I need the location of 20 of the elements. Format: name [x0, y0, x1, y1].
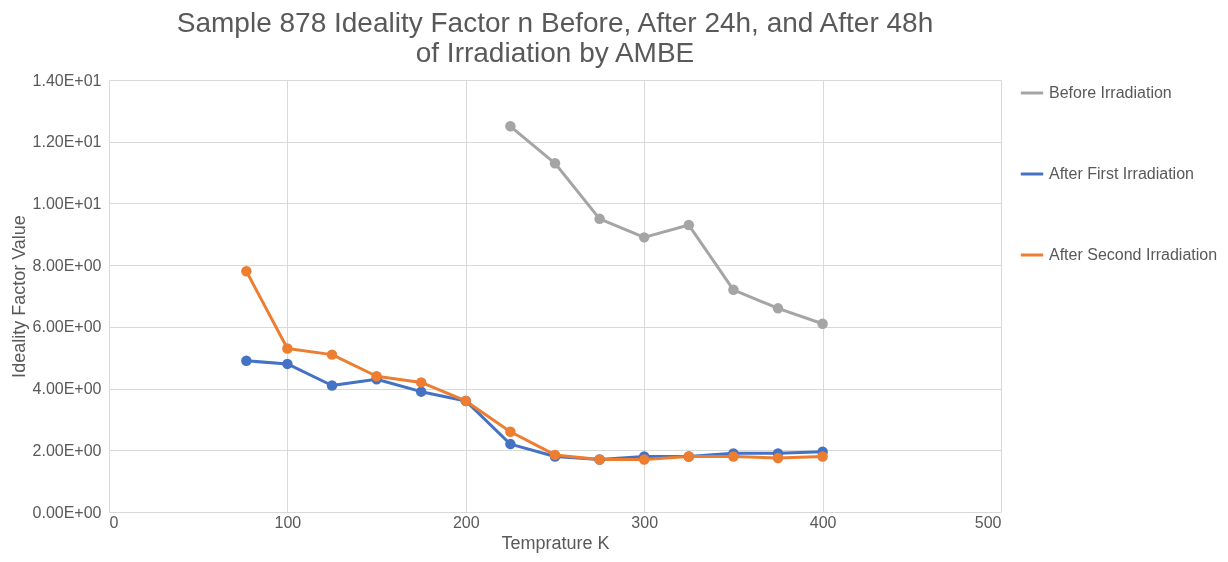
x-tick-label: 0: [109, 513, 119, 531]
x-axis-title: Temprature K: [501, 532, 610, 553]
x-tick-label: 300: [631, 513, 659, 531]
y-tick-label: 1.40E+01: [32, 71, 102, 89]
chart-title: Sample 878 Ideality Factor n Before, After 24h, and After 48h of Irradiation by AMBE: [176, 7, 934, 68]
legend-label: After First Irradiation: [1049, 165, 1194, 182]
y-tick-label: 6.00E+00: [32, 318, 102, 336]
y-tick-label: 2.00E+00: [32, 441, 102, 459]
x-tick-label: 200: [452, 513, 480, 531]
legend-label: Before Irradiation: [1049, 84, 1172, 101]
y-axis-title: Ideality Factor Value: [8, 215, 29, 378]
y-tick-label: 1.20E+01: [32, 133, 102, 151]
y-tick-label: 1.00E+01: [32, 194, 102, 212]
legend-label: After Second Irradiation: [1049, 246, 1218, 263]
y-tick-label: 8.00E+00: [32, 256, 102, 274]
x-tick-label: 400: [809, 513, 837, 531]
y-tick-label: 0.00E+00: [32, 503, 102, 521]
x-tick-label: 100: [274, 513, 302, 531]
x-tick-label: 500: [974, 513, 1002, 531]
y-tick-label: 4.00E+00: [32, 380, 102, 398]
